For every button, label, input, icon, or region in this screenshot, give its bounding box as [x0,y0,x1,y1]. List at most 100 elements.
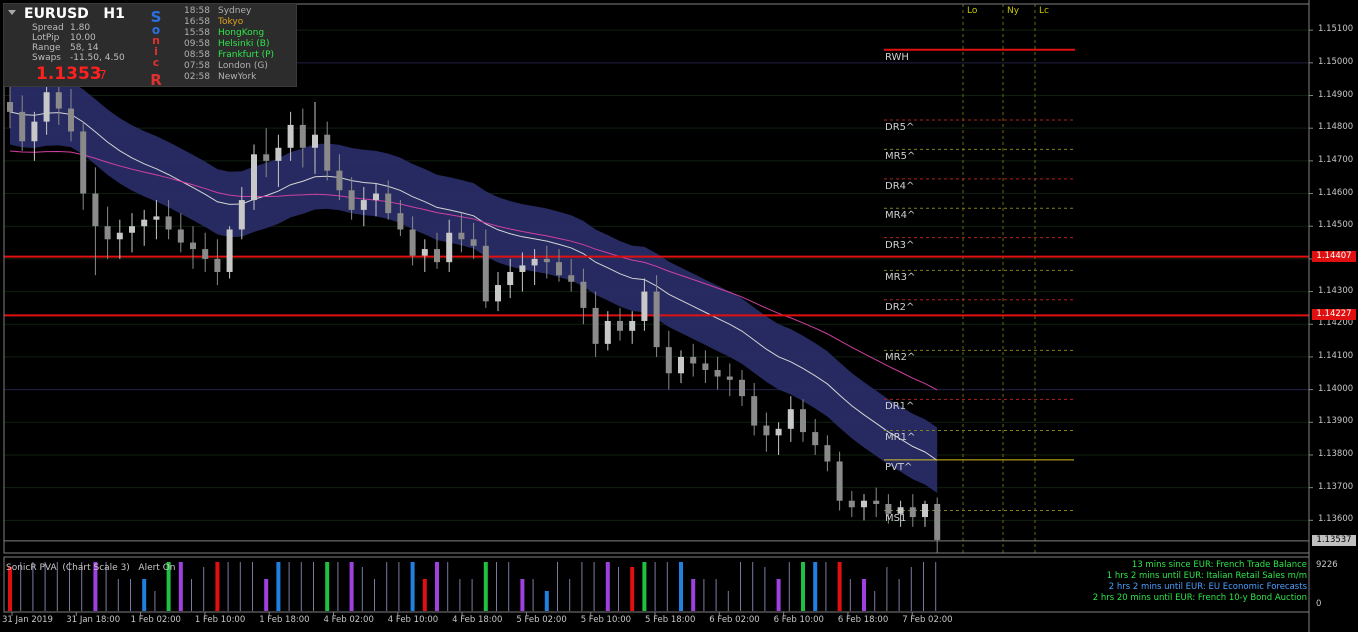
volume-bar [740,562,741,611]
pivot-label: DR2^ [885,301,915,313]
news-item[interactable]: 2 hrs 2 mins until EUR: EU Economic Fore… [1108,582,1307,592]
candle-body [861,500,867,508]
pivot-label: MR3^ [885,272,916,284]
volume-bar [496,562,497,611]
candle-body [251,154,257,201]
candle-body [556,262,562,276]
session-city: HongKong [218,28,265,38]
pivot-label: PVT^ [885,461,913,473]
time-axis-label: 4 Feb 02:00 [323,615,374,625]
candle-body [458,232,465,240]
symbol-title: EURUSD H1 [24,6,125,22]
volume-bar [471,579,473,611]
indicator-axis-bottom: 0 [1316,599,1322,609]
candle-body [68,108,74,132]
session-row: 16:58 Tokyo [184,17,243,27]
volume-bar [825,562,827,611]
volume-bar [459,579,461,611]
volume-bar [752,562,754,611]
price-axis-label: 1.13800 [1318,448,1354,459]
volume-bar [935,562,937,611]
sonic-letter: n [152,34,160,47]
volume-bar [654,562,656,611]
candle-body [141,219,148,227]
candle-body [348,190,355,210]
collapse-icon[interactable] [8,10,16,15]
candle-body [409,229,416,256]
volume-bar [618,567,619,611]
ema-line [9,111,938,461]
price-axis-label: 1.14800 [1318,122,1354,133]
candle-body [275,147,282,161]
session-city: Frankfurt (P) [218,50,275,60]
current-price: 1.1353 [36,64,102,84]
candle-body [909,507,916,518]
candle-body [238,200,245,230]
volume-bar [788,562,790,611]
volume-bar [801,562,805,611]
session-city: Tokyo [218,17,244,27]
candle-body [568,275,575,282]
volume-bar [849,579,851,611]
session-city: London (G) [218,61,268,71]
volume-bar [862,579,866,611]
volume-bar [215,562,220,611]
candle-body [592,307,599,344]
pivot-label: MR1^ [885,432,916,444]
stat-label: LotPip [32,33,60,43]
candle-body [763,425,770,436]
stat-value: 58, 14 [70,43,99,53]
candle-body [177,229,184,243]
news-item[interactable]: 1 hrs 2 mins until EUR: Italian Retail S… [1106,571,1307,581]
candle-body [80,131,87,194]
candle-body [19,111,26,142]
volume-bar [776,579,781,611]
stat-row: Swaps -11.50, 4.50 [32,53,125,63]
news-item[interactable]: 2 hrs 20 mins until EUR: French 10-y Bon… [1092,593,1307,603]
volume-bar [898,579,900,611]
session-column-label: Lc [1039,6,1049,16]
candle-body [153,216,160,220]
candle-body [190,242,196,250]
stat-label: Spread [32,23,64,33]
volume-bar [166,562,171,611]
volume-bar [581,562,583,611]
volume-bar [105,562,107,611]
candle-body [299,124,306,148]
time-axis-label: 5 Feb 18:00 [645,615,696,625]
pivot-label: DR3^ [885,239,915,251]
stat-label: Range [32,43,61,53]
volume-bar [337,562,339,611]
volume-bar [69,562,70,611]
session-time: 16:58 [184,17,210,27]
sonic-letter: R [150,71,162,89]
volume-bar [349,562,354,611]
candle-body [287,124,294,148]
price-axis-label: 1.14700 [1318,154,1354,165]
price-tag: 1.13537 [1312,534,1356,546]
stat-row: LotPip 10.00 [32,33,96,43]
candle-body [836,461,843,501]
candle-body [934,503,941,540]
volume-bar [727,591,729,611]
volume-bar [81,562,83,611]
news-item[interactable]: 13 mins since EUR: French Trade Balance [1131,560,1307,570]
candlesticks [7,69,941,553]
price-axis-label: 1.13900 [1318,416,1354,427]
candle-body [116,232,123,240]
pivot-label: DR4^ [885,180,915,192]
candle-body [775,428,782,436]
volume-bar [923,562,924,611]
pivot-label: MR4^ [885,210,916,222]
volume-bar [264,579,269,611]
time-axis-label: 5 Feb 10:00 [580,615,632,625]
session-row: 02:58 NewYork [184,72,256,82]
candle-body [690,356,697,364]
price-axis-label: 1.13700 [1318,481,1354,492]
price-axis-label: 1.14900 [1318,89,1354,100]
candle-body [702,363,709,370]
candle-body [31,121,38,142]
volume-bar [874,591,876,611]
candle-body [324,134,331,171]
